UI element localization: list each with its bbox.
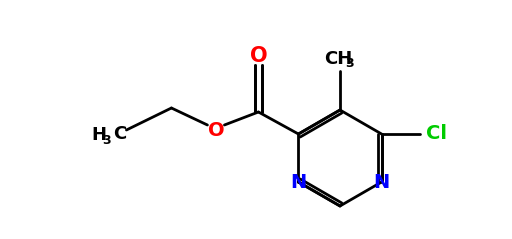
Text: N: N xyxy=(373,173,390,191)
Text: CH: CH xyxy=(324,50,352,68)
Text: C: C xyxy=(113,125,126,143)
Text: 3: 3 xyxy=(346,56,354,70)
Text: 3: 3 xyxy=(102,134,111,147)
Text: N: N xyxy=(290,173,307,191)
Text: Cl: Cl xyxy=(426,125,447,143)
Text: H: H xyxy=(92,126,106,144)
Text: O: O xyxy=(250,46,267,66)
Text: O: O xyxy=(208,120,225,140)
